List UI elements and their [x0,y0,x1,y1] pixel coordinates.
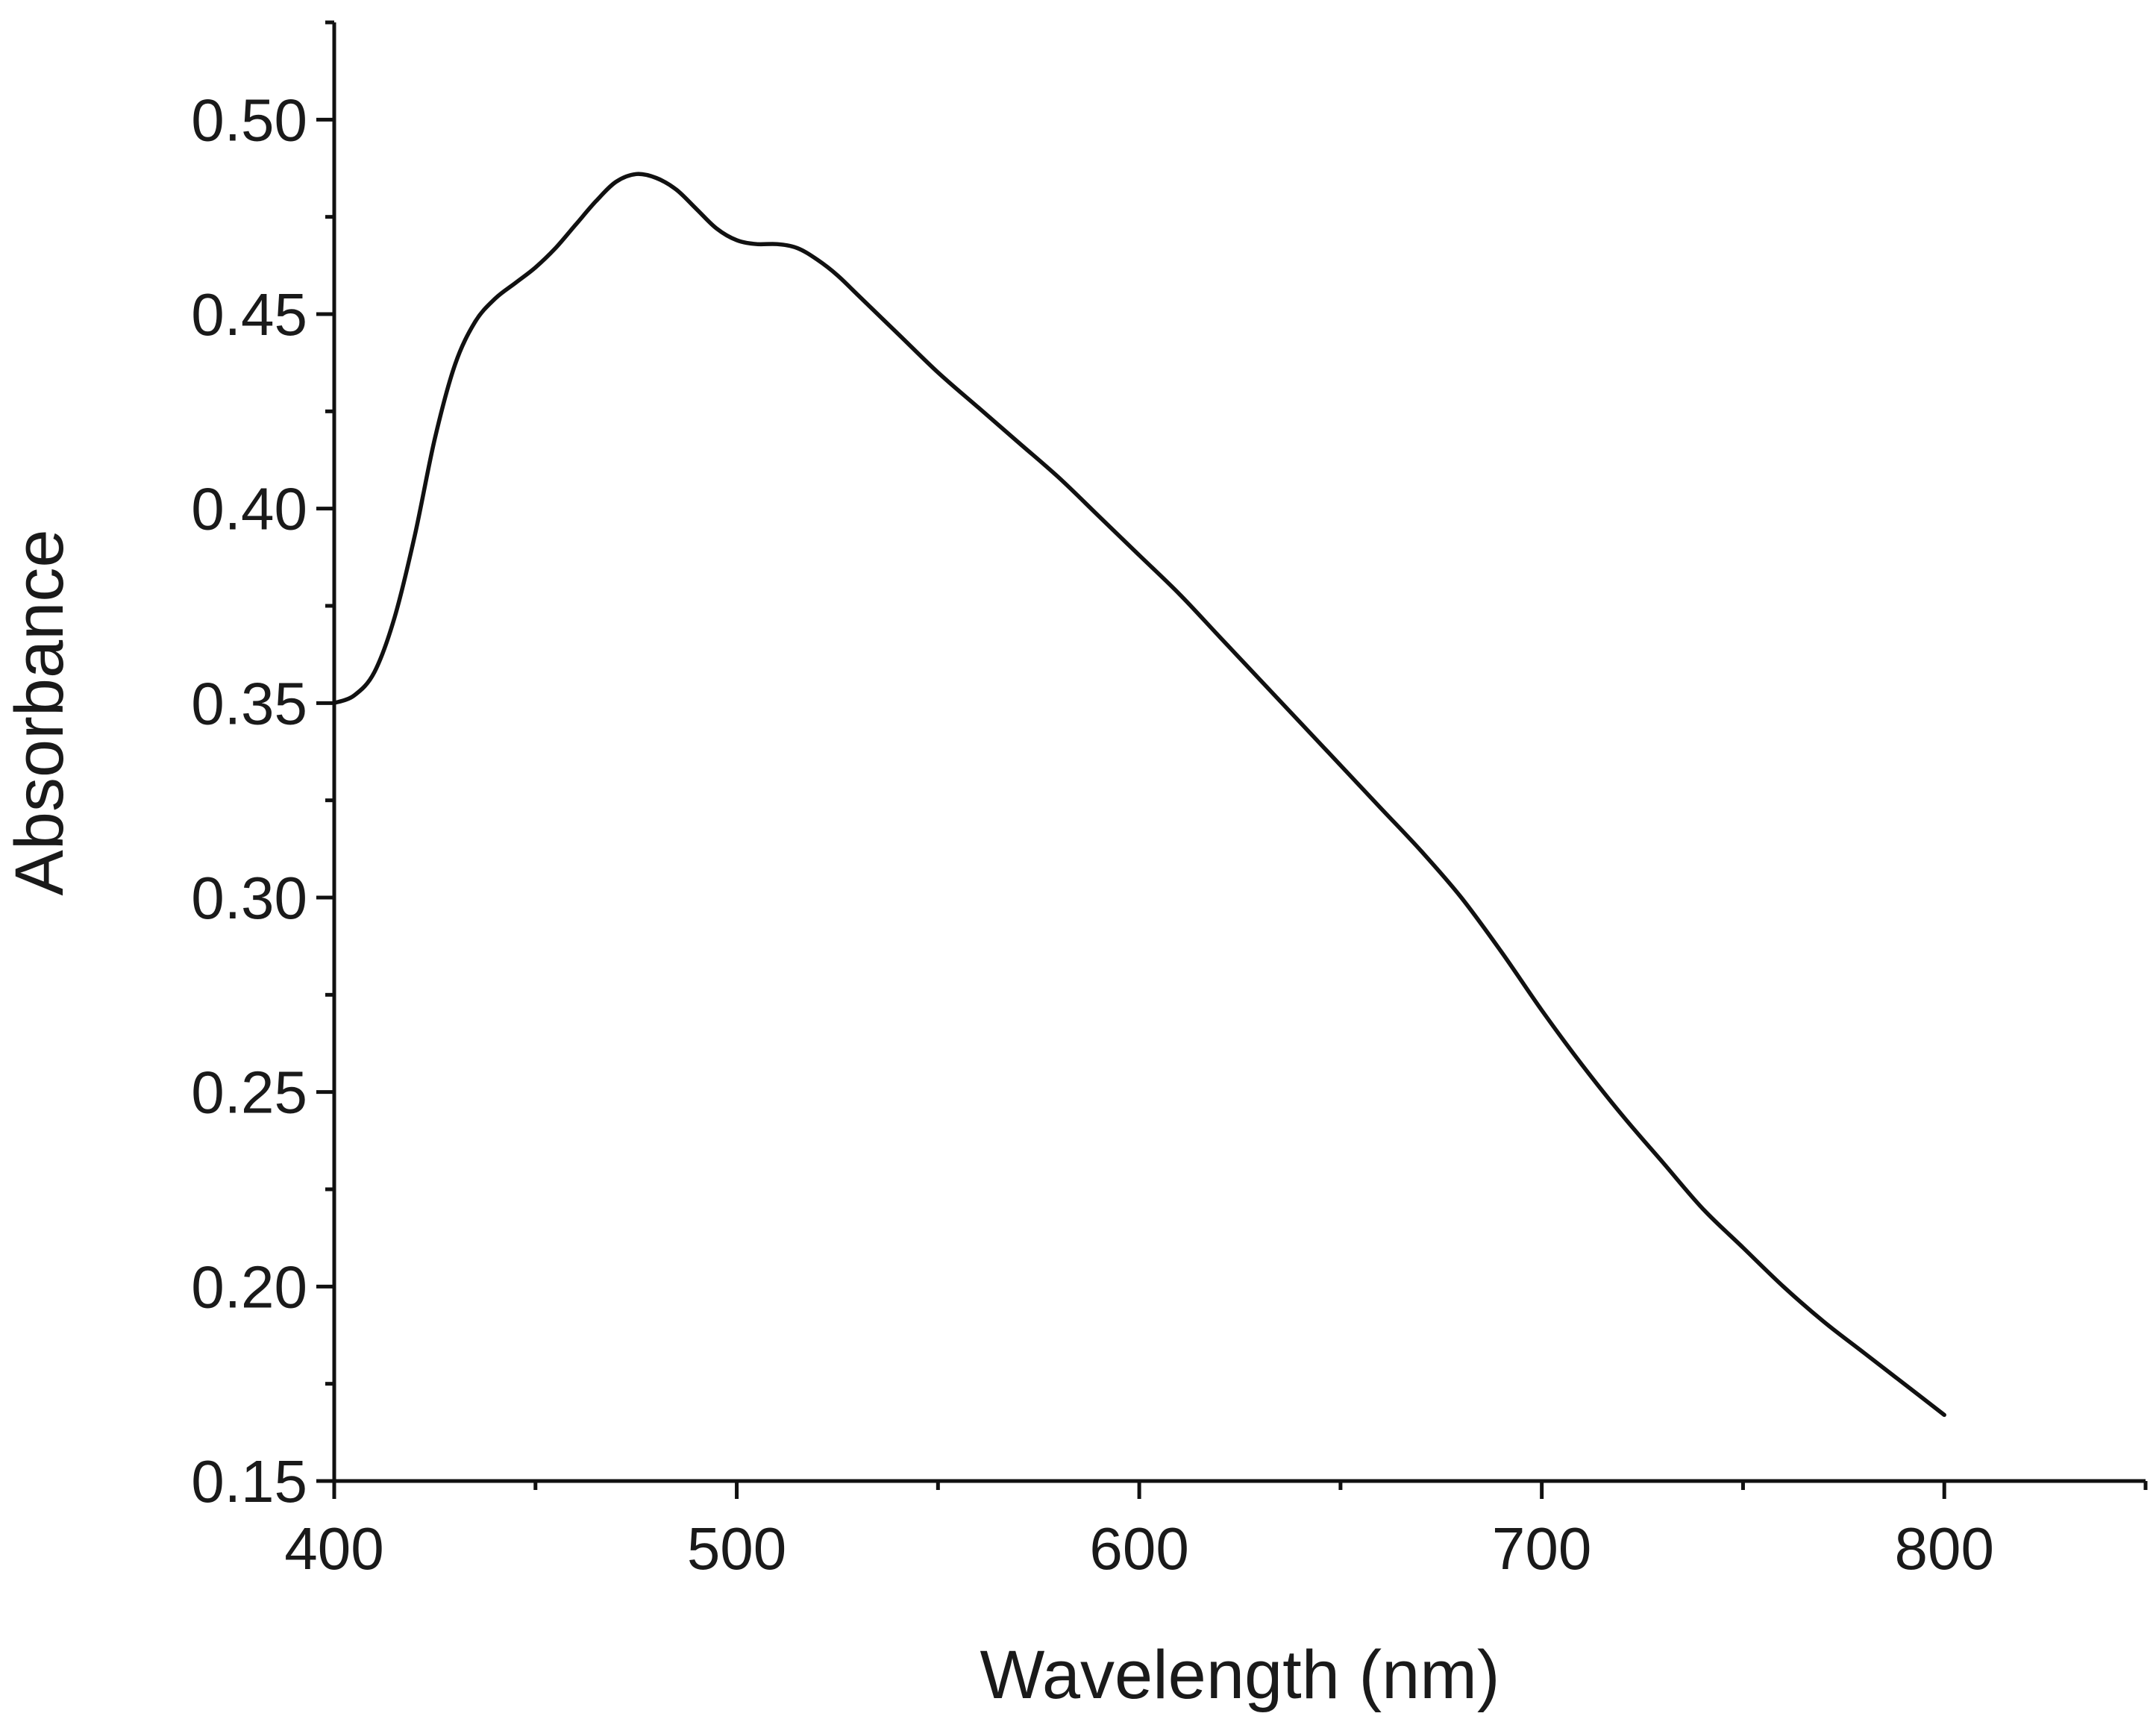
y-tick-label: 0.20 [191,1253,307,1320]
absorbance-line [332,172,1946,1418]
x-tick-label: 600 [1089,1515,1188,1582]
x-axis-label: Wavelength (nm) [980,1637,1500,1713]
axes [332,22,2146,1483]
y-tick-label: 0.30 [191,865,307,931]
x-axis-ticks: 400 500 600 700 800 [284,1481,2148,1582]
x-tick-label: 800 [1894,1515,1993,1582]
y-tick-label: 0.40 [191,476,307,542]
x-tick-label: 500 [687,1515,786,1582]
y-axis-ticks: 0.15 0.20 0.25 0.30 0.35 0.40 0.45 0.50 [191,20,334,1515]
y-axis-label: Absorbance [1,530,78,896]
y-tick-label: 0.45 [191,281,307,348]
y-tick-label: 0.15 [191,1448,307,1515]
x-tick-label: 700 [1492,1515,1591,1582]
y-tick-label: 0.35 [191,670,307,736]
y-tick-label: 0.25 [191,1059,307,1126]
data-series [332,172,1946,1418]
x-tick-label: 400 [284,1515,383,1582]
y-tick-label: 0.50 [191,87,307,153]
